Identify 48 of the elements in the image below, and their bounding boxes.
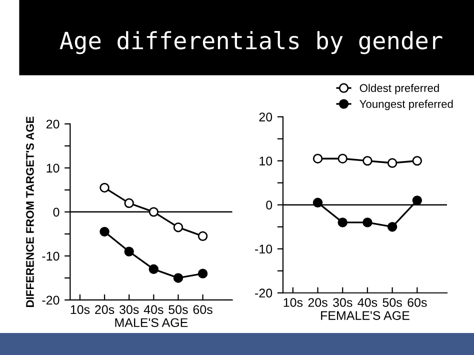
x-axis-title: FEMALE'S AGE <box>321 311 410 320</box>
point <box>148 264 159 274</box>
point <box>124 246 134 256</box>
point <box>100 182 110 193</box>
x-tick-label: 60s <box>408 298 427 307</box>
x-tick-label: 20s <box>95 305 114 314</box>
y-tick-label: 20 <box>46 120 60 129</box>
y-tick-label: -20 <box>42 296 60 305</box>
y-tick-label: -20 <box>255 288 272 298</box>
x-tick-label: 60s <box>193 305 212 314</box>
point <box>312 154 323 164</box>
point <box>124 198 134 208</box>
x-tick-label: 50s <box>382 298 402 307</box>
y-axis-title: DIFFERENCE FROM TARGET'S AGE <box>26 116 34 307</box>
x-tick-label: 30s <box>120 305 139 314</box>
point <box>338 218 348 228</box>
x-axis-title: MALE'S AGE <box>115 318 188 328</box>
point <box>173 273 184 283</box>
y-tick-label: -10 <box>255 244 272 254</box>
point <box>387 158 398 168</box>
x-tick-label: 40s <box>358 298 378 307</box>
point <box>338 154 348 164</box>
point <box>148 207 159 217</box>
point <box>312 198 323 208</box>
x-tick-label: 20s <box>308 298 328 307</box>
chart-title: Age differentials by gender <box>60 31 442 54</box>
legend-label: Youngest preferred <box>360 100 453 110</box>
y-tick-label: 0 <box>53 208 60 217</box>
point <box>412 156 422 166</box>
y-tick-label: 10 <box>260 156 272 166</box>
point <box>173 222 184 232</box>
legend-label: Oldest preferred <box>360 84 439 94</box>
y-tick-label: 10 <box>46 164 60 173</box>
x-tick-label: 40s <box>144 305 164 314</box>
point <box>100 226 110 237</box>
y-tick-label: 0 <box>266 200 272 210</box>
x-tick-label: 10s <box>284 298 303 307</box>
point <box>362 218 372 228</box>
point <box>362 156 372 166</box>
x-tick-label: 50s <box>168 305 188 314</box>
point <box>412 196 422 206</box>
x-tick-label: 30s <box>333 298 352 307</box>
point <box>198 231 208 242</box>
point <box>387 222 398 232</box>
y-tick-label: 20 <box>259 112 272 122</box>
x-tick-label: 10s <box>70 305 90 314</box>
point <box>198 268 208 278</box>
y-tick-label: -10 <box>42 252 60 261</box>
